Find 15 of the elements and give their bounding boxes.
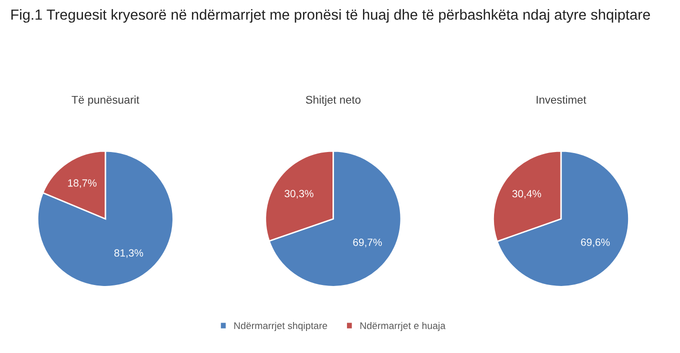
data-label: 30,4%	[512, 190, 542, 199]
pie-slice	[268, 150, 402, 288]
chart-title: Të punësuarit	[72, 96, 140, 106]
pie-slice	[36, 150, 174, 288]
data-label: 18,7%	[68, 179, 97, 188]
data-label: 30,3%	[284, 190, 314, 199]
data-label: 69,7%	[353, 238, 382, 248]
data-label: 81,3%	[114, 249, 144, 258]
data-label: 69,6%	[581, 238, 610, 248]
legend-label: Ndërmarrjet shqiptare	[234, 322, 328, 332]
chart-title: Shitjet neto	[306, 96, 361, 106]
pie-slice	[496, 150, 630, 288]
chart-title: Investimet	[536, 96, 586, 104]
caption: Fig.1 Treguesit kryesorë në ndërmarrjet me pronësi të huaj dhe të përbashkëta ndaj atyre shqiptare	[11, 9, 650, 23]
legend-label: Ndërmarrjet e huaja	[360, 322, 446, 332]
